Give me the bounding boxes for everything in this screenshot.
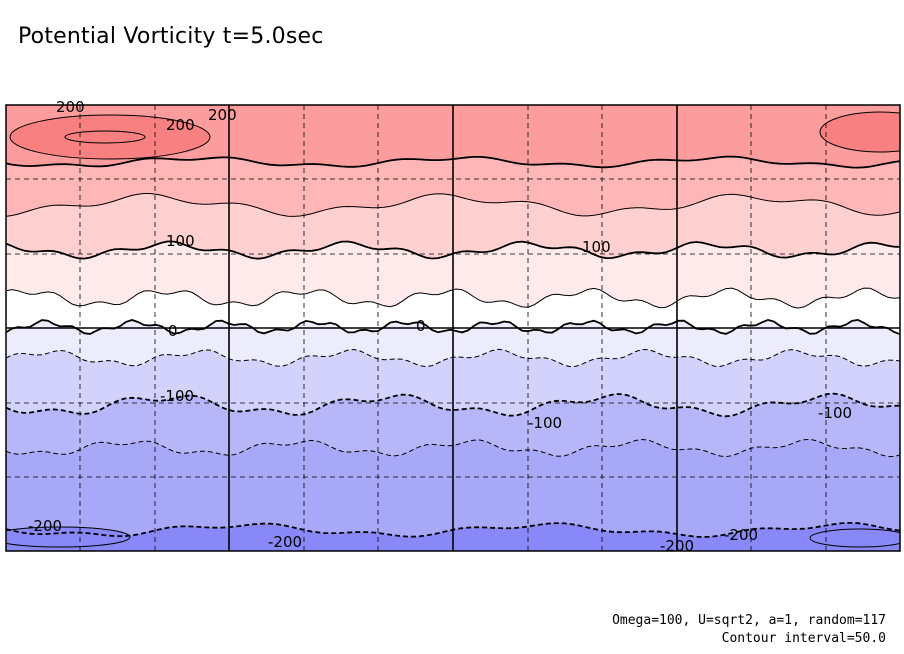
contour-label: -200: [660, 537, 694, 555]
contour-label: -100: [528, 414, 562, 432]
pv-minimum-core-left: [6, 526, 131, 548]
contour-labels: 200 200 200 100 100 0 0 -100 -100 -100 -200 -200 -20…: [28, 98, 852, 555]
contour-interval-note: Contour interval=50.0: [721, 631, 886, 646]
grid-lines: [6, 105, 900, 551]
contour-label: 0: [416, 317, 426, 335]
chart-title: Potential Vorticity t=5.0sec: [18, 24, 324, 49]
vorticity-contour-plot: 200 200 200 100 100 0 0 -100 -100 -100 -200 -200 -20…: [5, 98, 901, 555]
contour-label: 100: [582, 238, 611, 256]
contour-line--100: [6, 392, 900, 418]
contour-label: -100: [818, 404, 852, 422]
contour-label: -200: [724, 526, 758, 544]
contour-label: 100: [166, 232, 195, 250]
contour-label: 0: [168, 322, 178, 340]
contour-label: 200: [208, 106, 237, 124]
contour-label: -100: [160, 387, 194, 405]
contour-label: 200: [166, 116, 195, 134]
pv-minimum-core-right: [809, 528, 900, 548]
pv-maximum-core-right: [819, 111, 900, 153]
contour-label: -200: [28, 517, 62, 535]
contour-label: 200: [56, 98, 85, 116]
parameters-note: Omega=100, U=sqrt2, a=1, random=117: [612, 613, 886, 628]
pv-maximum-inner-left: [64, 130, 146, 144]
contour-label: -200: [268, 533, 302, 551]
plot-frame: [5, 104, 901, 552]
